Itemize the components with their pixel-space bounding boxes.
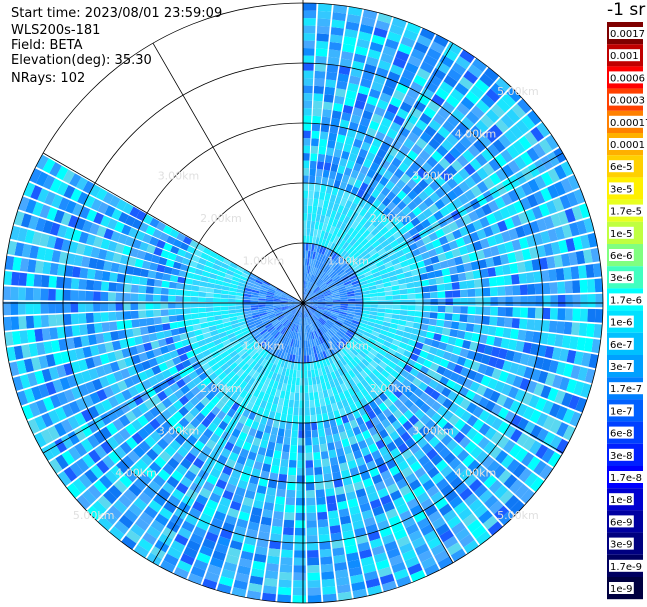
radial-spoke-120	[302, 302, 563, 454]
ring-label-1km: 1.00km	[327, 339, 369, 352]
colorbar-label-bg	[609, 182, 634, 195]
colorbar-label-bg	[609, 448, 634, 461]
ring-label-2km: 2.00km	[200, 382, 242, 395]
colorbar-label-bg	[609, 493, 634, 506]
radial-spoke-210	[152, 302, 304, 563]
colorbar-tick-label: 1e-6	[610, 318, 633, 329]
colorbar-label-bg	[609, 204, 647, 217]
start-time-label: Start time: 2023/08/01 23:59:09	[11, 6, 223, 21]
colorbar-label-bg	[609, 382, 647, 395]
ring-label-2km: 2.00km	[370, 212, 412, 225]
colorbar-label-bg	[609, 71, 647, 84]
colorbar-label-bg	[609, 315, 634, 328]
colorbar-tick-label: 0.0006	[610, 73, 645, 84]
radial-spoke-60	[302, 152, 563, 304]
ring-label-3km: 3.00km	[158, 424, 200, 437]
colorbar-label-bg	[609, 115, 647, 128]
ring-label-4km: 4.00km	[115, 467, 157, 480]
colorbar-unit-label: -1 sr	[607, 0, 646, 20]
ring-label-1km: 1.00km	[243, 339, 285, 352]
radial-spoke-150	[302, 302, 454, 563]
ring-label-4km: 4.00km	[455, 467, 497, 480]
field-label: Field: BETA	[11, 38, 83, 53]
colorbar-tick-label: 3e-9	[610, 540, 633, 551]
colorbar-tick-label: 1.7e-7	[610, 384, 642, 395]
colorbar-label-bg	[609, 160, 634, 173]
colorbar-label-bg	[609, 537, 634, 550]
colorbar-tick-label: 1.7e-9	[610, 562, 642, 573]
colorbar-tick-label: 0.0003	[610, 96, 645, 107]
colorbar-tick-label: 3e-5	[610, 184, 633, 195]
colorbar-label-bg	[609, 360, 634, 372]
colorbar-label-bg	[609, 27, 647, 39]
colorbar-label-bg	[609, 49, 640, 62]
colorbar-label-bg	[609, 582, 634, 594]
colorbar-tick-label: 1e-9	[610, 584, 633, 595]
ring-label-3km: 3.00km	[412, 170, 454, 183]
ring-label-4km: 4.00km	[455, 127, 497, 140]
radial-spoke-330	[152, 42, 304, 304]
ring-label-1km: 1.00km	[327, 255, 369, 268]
colorbar-label-bg	[609, 337, 634, 350]
ring-label-1km: 1.00km	[243, 255, 285, 268]
ring-label-5km: 5.00km	[73, 509, 115, 522]
instrument-label: WLS200s-181	[11, 23, 101, 38]
colorbar-tick-label: 1.7e-5	[610, 207, 642, 218]
colorbar-label-bg	[609, 559, 647, 572]
colorbar-tick-label: 3e-8	[610, 451, 633, 462]
colorbar: 0.0017 0.001 0.0006 0.0003 0.00017 0.0001 6e-5…	[607, 22, 647, 600]
ring-label-5km: 5.00km	[497, 85, 539, 98]
colorbar-tick-label: 6e-8	[610, 429, 633, 440]
colorbar-tick-label: 0.0001	[610, 140, 645, 151]
colorbar-label-bg	[609, 271, 634, 284]
colorbar-label-bg	[609, 515, 634, 528]
nrays-label: NRays: 102	[11, 71, 86, 86]
colorbar-label-bg	[609, 249, 634, 261]
ring-label-3km: 3.00km	[158, 170, 200, 183]
colorbar-tick-label: 1e-8	[610, 495, 633, 506]
colorbar-tick-label: 6e-7	[610, 340, 633, 351]
radial-spoke-30	[302, 42, 454, 304]
ring-label-5km: 5.00km	[497, 509, 539, 522]
colorbar-tick-label: 6e-5	[610, 162, 633, 173]
ring-label-2km: 2.00km	[200, 212, 242, 225]
elevation-label: Elevation(deg): 35.30	[11, 53, 152, 68]
colorbar-label-bg	[609, 226, 634, 239]
colorbar-label-bg	[609, 471, 647, 483]
colorbar-tick-label: 3e-6	[610, 273, 633, 284]
colorbar-tick-label: 6e-9	[610, 517, 633, 528]
ring-label-2km: 2.00km	[370, 382, 412, 395]
colorbar-label-bg	[609, 293, 647, 306]
colorbar-tick-label: 0.0017	[610, 29, 645, 40]
colorbar-label-bg	[609, 93, 647, 106]
colorbar-label-bg	[609, 138, 647, 150]
colorbar-tick-label: 3e-7	[610, 362, 633, 373]
colorbar-tick-label: 1e-7	[610, 406, 633, 417]
colorbar-label-bg	[609, 404, 634, 417]
ring-label-3km: 3.00km	[412, 424, 454, 437]
ppi-data-cells	[3, 3, 603, 603]
colorbar-tick-label: 0.001	[610, 51, 639, 62]
radial-spoke-240	[42, 302, 304, 454]
colorbar-label-bg	[609, 426, 634, 439]
radial-spoke-300	[42, 152, 304, 304]
colorbar-tick-label: 1.7e-8	[610, 473, 642, 484]
colorbar-tick-label: 0.00017	[610, 118, 647, 129]
colorbar-tick-label: 1e-5	[610, 229, 633, 240]
colorbar-tick-label: 1.7e-6	[610, 295, 642, 306]
colorbar-tick-label: 6e-6	[610, 251, 633, 262]
